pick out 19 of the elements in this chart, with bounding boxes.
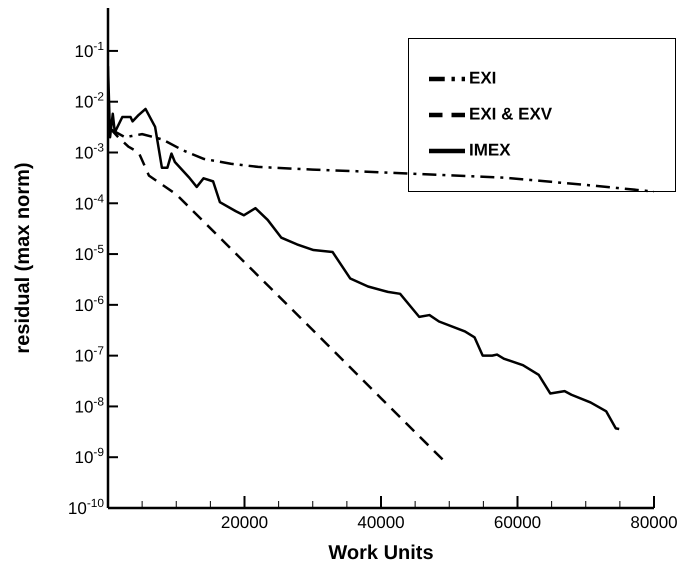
legend-label: EXI & EXV xyxy=(469,104,552,124)
y-tick-label: 10$^{-9}$ xyxy=(74,445,104,468)
y-tick-label: 10$^{-8}$ xyxy=(74,394,104,416)
legend-label: EXI xyxy=(469,68,496,88)
x-axis-title: Work Units xyxy=(328,542,434,564)
y-tick-label: 10$^{-3}$ xyxy=(74,140,104,162)
y-tick-label: 10$^{-7}$ xyxy=(74,344,104,366)
y-tick-label: 10$^{-6}$ xyxy=(74,292,104,315)
y-tick-label: 10$^{-5}$ xyxy=(74,242,104,264)
x-tick-label: 60000 xyxy=(494,513,542,532)
y-tick-label: 10$^{-10}$ xyxy=(68,496,104,518)
y-tick-label: 10$^{-4}$ xyxy=(74,191,104,214)
y-axis-title: residual (max norm) xyxy=(12,162,34,354)
legend-label: IMEX xyxy=(469,140,511,160)
y-tick-label: 10$^{-2}$ xyxy=(74,90,104,112)
x-tick-label: 80000 xyxy=(630,513,678,532)
y-tick-label: 10$^{-1}$ xyxy=(74,38,104,61)
x-tick-label: 20000 xyxy=(220,513,268,532)
x-tick-label: 40000 xyxy=(357,513,405,532)
